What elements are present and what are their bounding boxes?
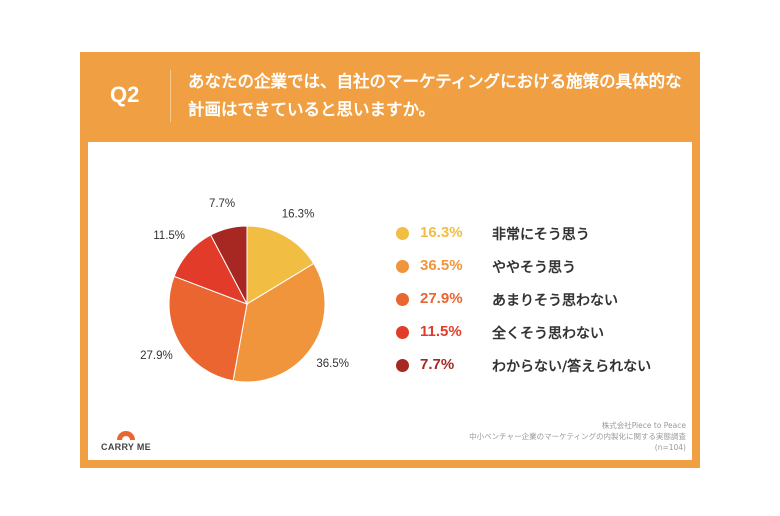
- slice-data-label: 7.7%: [209, 198, 235, 210]
- carry-me-logo-icon: [117, 431, 135, 440]
- legend-swatch: [396, 260, 409, 273]
- question-number: Q2: [110, 82, 140, 107]
- slice-data-label: 27.9%: [140, 350, 173, 362]
- pie-chart: 16.3% 36.5% 27.9% 11.5% 7.7%: [140, 198, 349, 383]
- legend-label: ややそう思う: [492, 260, 576, 276]
- slice-data-label: 16.3%: [282, 208, 315, 220]
- slice-data-label: 36.5%: [316, 358, 349, 370]
- legend-item: 7.7% わからない/答えられない: [396, 356, 696, 376]
- legend-percent: 36.5%: [420, 257, 463, 274]
- chart-panel: 16.3% 36.5% 27.9% 11.5% 7.7% 16.3% 非常にそう思う 3…: [88, 142, 692, 460]
- legend-percent: 16.3%: [420, 224, 463, 241]
- legend-label: 非常にそう思う: [492, 227, 590, 243]
- legend-percent: 27.9%: [420, 290, 463, 307]
- legend-swatch: [396, 326, 409, 339]
- legend-swatch: [396, 227, 409, 240]
- question-header: Q2 あなたの企業では、自社のマーケティングにおける施策の具体的な計画はできてい…: [80, 52, 700, 140]
- source-survey: 中小ベンチャー企業のマーケティングの内製化に関する実態調査: [469, 432, 686, 441]
- source-sample-size: (n=104): [654, 443, 686, 452]
- chart-frame: Q2 あなたの企業では、自社のマーケティングにおける施策の具体的な計画はできてい…: [80, 52, 700, 468]
- legend-percent: 11.5%: [420, 323, 462, 340]
- pie-slice: [246, 225, 315, 305]
- legend-item: 16.3% 非常にそう思う: [396, 224, 696, 244]
- carry-me-logo: CARRY ME: [96, 416, 156, 456]
- source-note: 株式会社Piece to Peace 中小ベンチャー企業のマーケティングの内製化…: [469, 420, 686, 453]
- legend-swatch: [396, 359, 409, 372]
- legend-item: 27.9% あまりそう思わない: [396, 290, 696, 310]
- legend-item: 11.5% 全くそう思わない: [396, 323, 696, 343]
- legend-label: わからない/答えられない: [492, 359, 652, 375]
- question-text: あなたの企業では、自社のマーケティングにおける施策の具体的な計画はできていると思…: [188, 72, 682, 119]
- legend-label: あまりそう思わない: [492, 293, 618, 309]
- pie-slice: [232, 262, 326, 383]
- legend-percent: 7.7%: [420, 356, 455, 373]
- header-divider: [170, 70, 171, 122]
- legend-label: 全くそう思わない: [492, 326, 604, 342]
- legend-item: 36.5% ややそう思う: [396, 257, 696, 277]
- slice-data-label: 11.5%: [153, 230, 185, 242]
- pie-slice: [210, 225, 248, 305]
- source-company: 株式会社Piece to Peace: [601, 421, 686, 430]
- logo-text: CARRY ME: [101, 442, 151, 452]
- legend-swatch: [396, 293, 409, 306]
- pie-slice: [168, 275, 248, 382]
